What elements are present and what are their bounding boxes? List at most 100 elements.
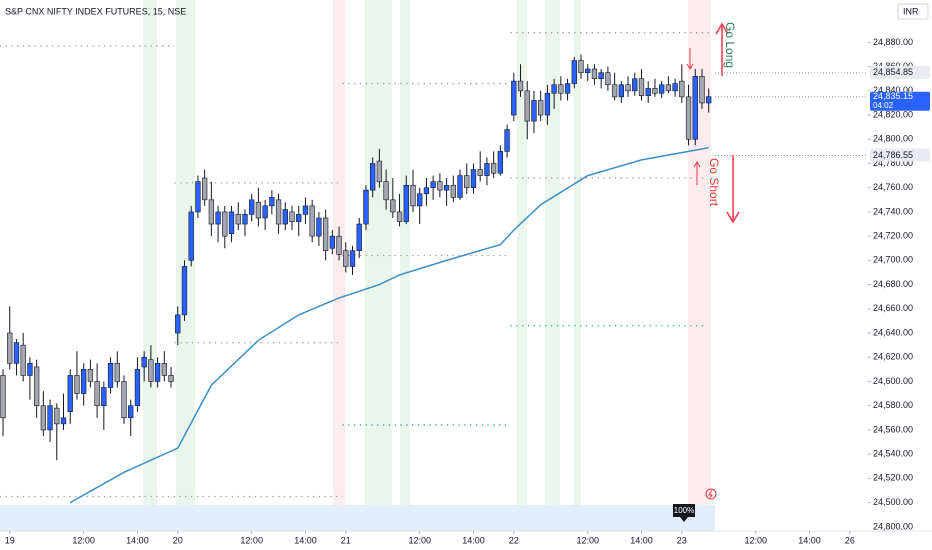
candle-body xyxy=(551,84,557,94)
candle-body xyxy=(128,405,134,419)
candle-body xyxy=(645,88,651,96)
candle-body xyxy=(706,96,712,104)
candle-body xyxy=(54,407,60,425)
candle-body xyxy=(168,375,174,382)
candle-body xyxy=(282,209,288,225)
x-tick-label: 23 xyxy=(677,535,687,545)
candle-body xyxy=(363,189,369,225)
candle-body xyxy=(302,205,309,215)
candle-body xyxy=(255,201,262,219)
candle-body xyxy=(107,363,114,388)
price-tag xyxy=(870,91,930,111)
candle-body xyxy=(504,129,510,152)
x-tick-label: 22 xyxy=(509,535,519,545)
y-tick-label: 24,760.00 xyxy=(873,182,913,192)
candle-body xyxy=(538,100,544,116)
candle-body xyxy=(611,84,618,98)
candle-body xyxy=(208,199,215,225)
candle-body xyxy=(410,184,416,207)
candle-body xyxy=(262,205,268,219)
event-icon[interactable] xyxy=(705,488,717,500)
candle-body xyxy=(585,68,591,73)
x-tick-label: 14:00 xyxy=(462,535,485,545)
marker-pointer xyxy=(680,517,688,522)
candle-body xyxy=(591,68,598,80)
candle-body xyxy=(531,100,537,122)
go-short: Go Short xyxy=(707,158,721,207)
candle-body xyxy=(659,84,665,94)
y-tick-label: 24,820.00 xyxy=(873,109,913,119)
candle-body xyxy=(296,214,302,222)
y-tick-label: 24,580.00 xyxy=(873,400,913,410)
price-tag-label: 24,854.85 xyxy=(873,67,913,77)
candle-body xyxy=(598,72,604,80)
candle-body xyxy=(228,211,235,235)
candle-body xyxy=(618,84,624,98)
candle-body xyxy=(154,363,161,382)
candle-body xyxy=(81,369,87,394)
candle-body xyxy=(464,175,470,189)
event-bolt xyxy=(708,489,713,499)
candle-body xyxy=(309,205,315,237)
candle-body xyxy=(0,375,6,419)
candle-body xyxy=(134,369,141,406)
price-tag xyxy=(870,65,930,79)
candle-body xyxy=(289,211,295,222)
candle-body xyxy=(430,181,436,189)
candle-body xyxy=(571,60,577,84)
y-tick-label: 24,640.00 xyxy=(873,327,913,337)
candle-body xyxy=(665,84,672,92)
candle-body xyxy=(638,78,645,96)
y-tick-label: 24,740.00 xyxy=(873,206,913,216)
candle-body xyxy=(699,75,705,104)
candle-body xyxy=(396,211,403,222)
x-tick-label: 20 xyxy=(173,535,183,545)
candle-body xyxy=(121,381,127,419)
candle-body xyxy=(417,193,423,207)
y-tick-label: 24,540.00 xyxy=(873,449,913,459)
candle-body xyxy=(517,80,524,92)
candle-body xyxy=(370,163,376,191)
x-tick-label: 19 xyxy=(5,535,15,545)
candle-body xyxy=(457,175,463,198)
candle-body xyxy=(672,83,678,92)
currency-box[interactable] xyxy=(897,3,929,20)
candle-body xyxy=(201,177,208,201)
candle-body xyxy=(558,84,564,94)
candle-body xyxy=(544,92,551,116)
candle-body xyxy=(390,199,396,213)
x-tick-label: 12:00 xyxy=(240,535,263,545)
y-tick-label: 24,880.00 xyxy=(873,37,913,47)
candle-body xyxy=(423,187,430,195)
candle-body xyxy=(685,96,692,140)
y-tick-label: 24,700.00 xyxy=(873,255,913,265)
candle-body xyxy=(652,88,658,94)
y-tick-label: 24,620.00 xyxy=(873,352,913,362)
x-tick-label: 14:00 xyxy=(126,535,149,545)
y-tick-label: 24,560.00 xyxy=(873,424,913,434)
annotation-arrows xyxy=(686,22,740,224)
candle-body xyxy=(336,235,342,255)
candle-body xyxy=(67,375,73,413)
candle-body xyxy=(497,151,504,174)
candle-body xyxy=(60,417,67,425)
candle-body xyxy=(625,84,631,92)
x-tick-label: 12:00 xyxy=(408,535,431,545)
candle-body xyxy=(161,363,167,376)
candle-body xyxy=(40,405,47,431)
x-tick-label: 26 xyxy=(845,535,855,545)
countdown: 04:02 xyxy=(873,101,894,110)
x-tick-label: 14:00 xyxy=(294,535,317,545)
y-tick-label: 24,680.00 xyxy=(873,279,913,289)
candle-body xyxy=(188,211,194,261)
candle-body xyxy=(403,184,409,222)
candle-body xyxy=(322,217,329,251)
currency: INR xyxy=(903,6,919,16)
candle-body xyxy=(13,342,20,364)
candle-body xyxy=(74,375,80,394)
candle-body xyxy=(356,223,362,251)
candle-body xyxy=(484,163,490,176)
candle-body xyxy=(222,211,228,237)
candle-body xyxy=(47,405,53,431)
